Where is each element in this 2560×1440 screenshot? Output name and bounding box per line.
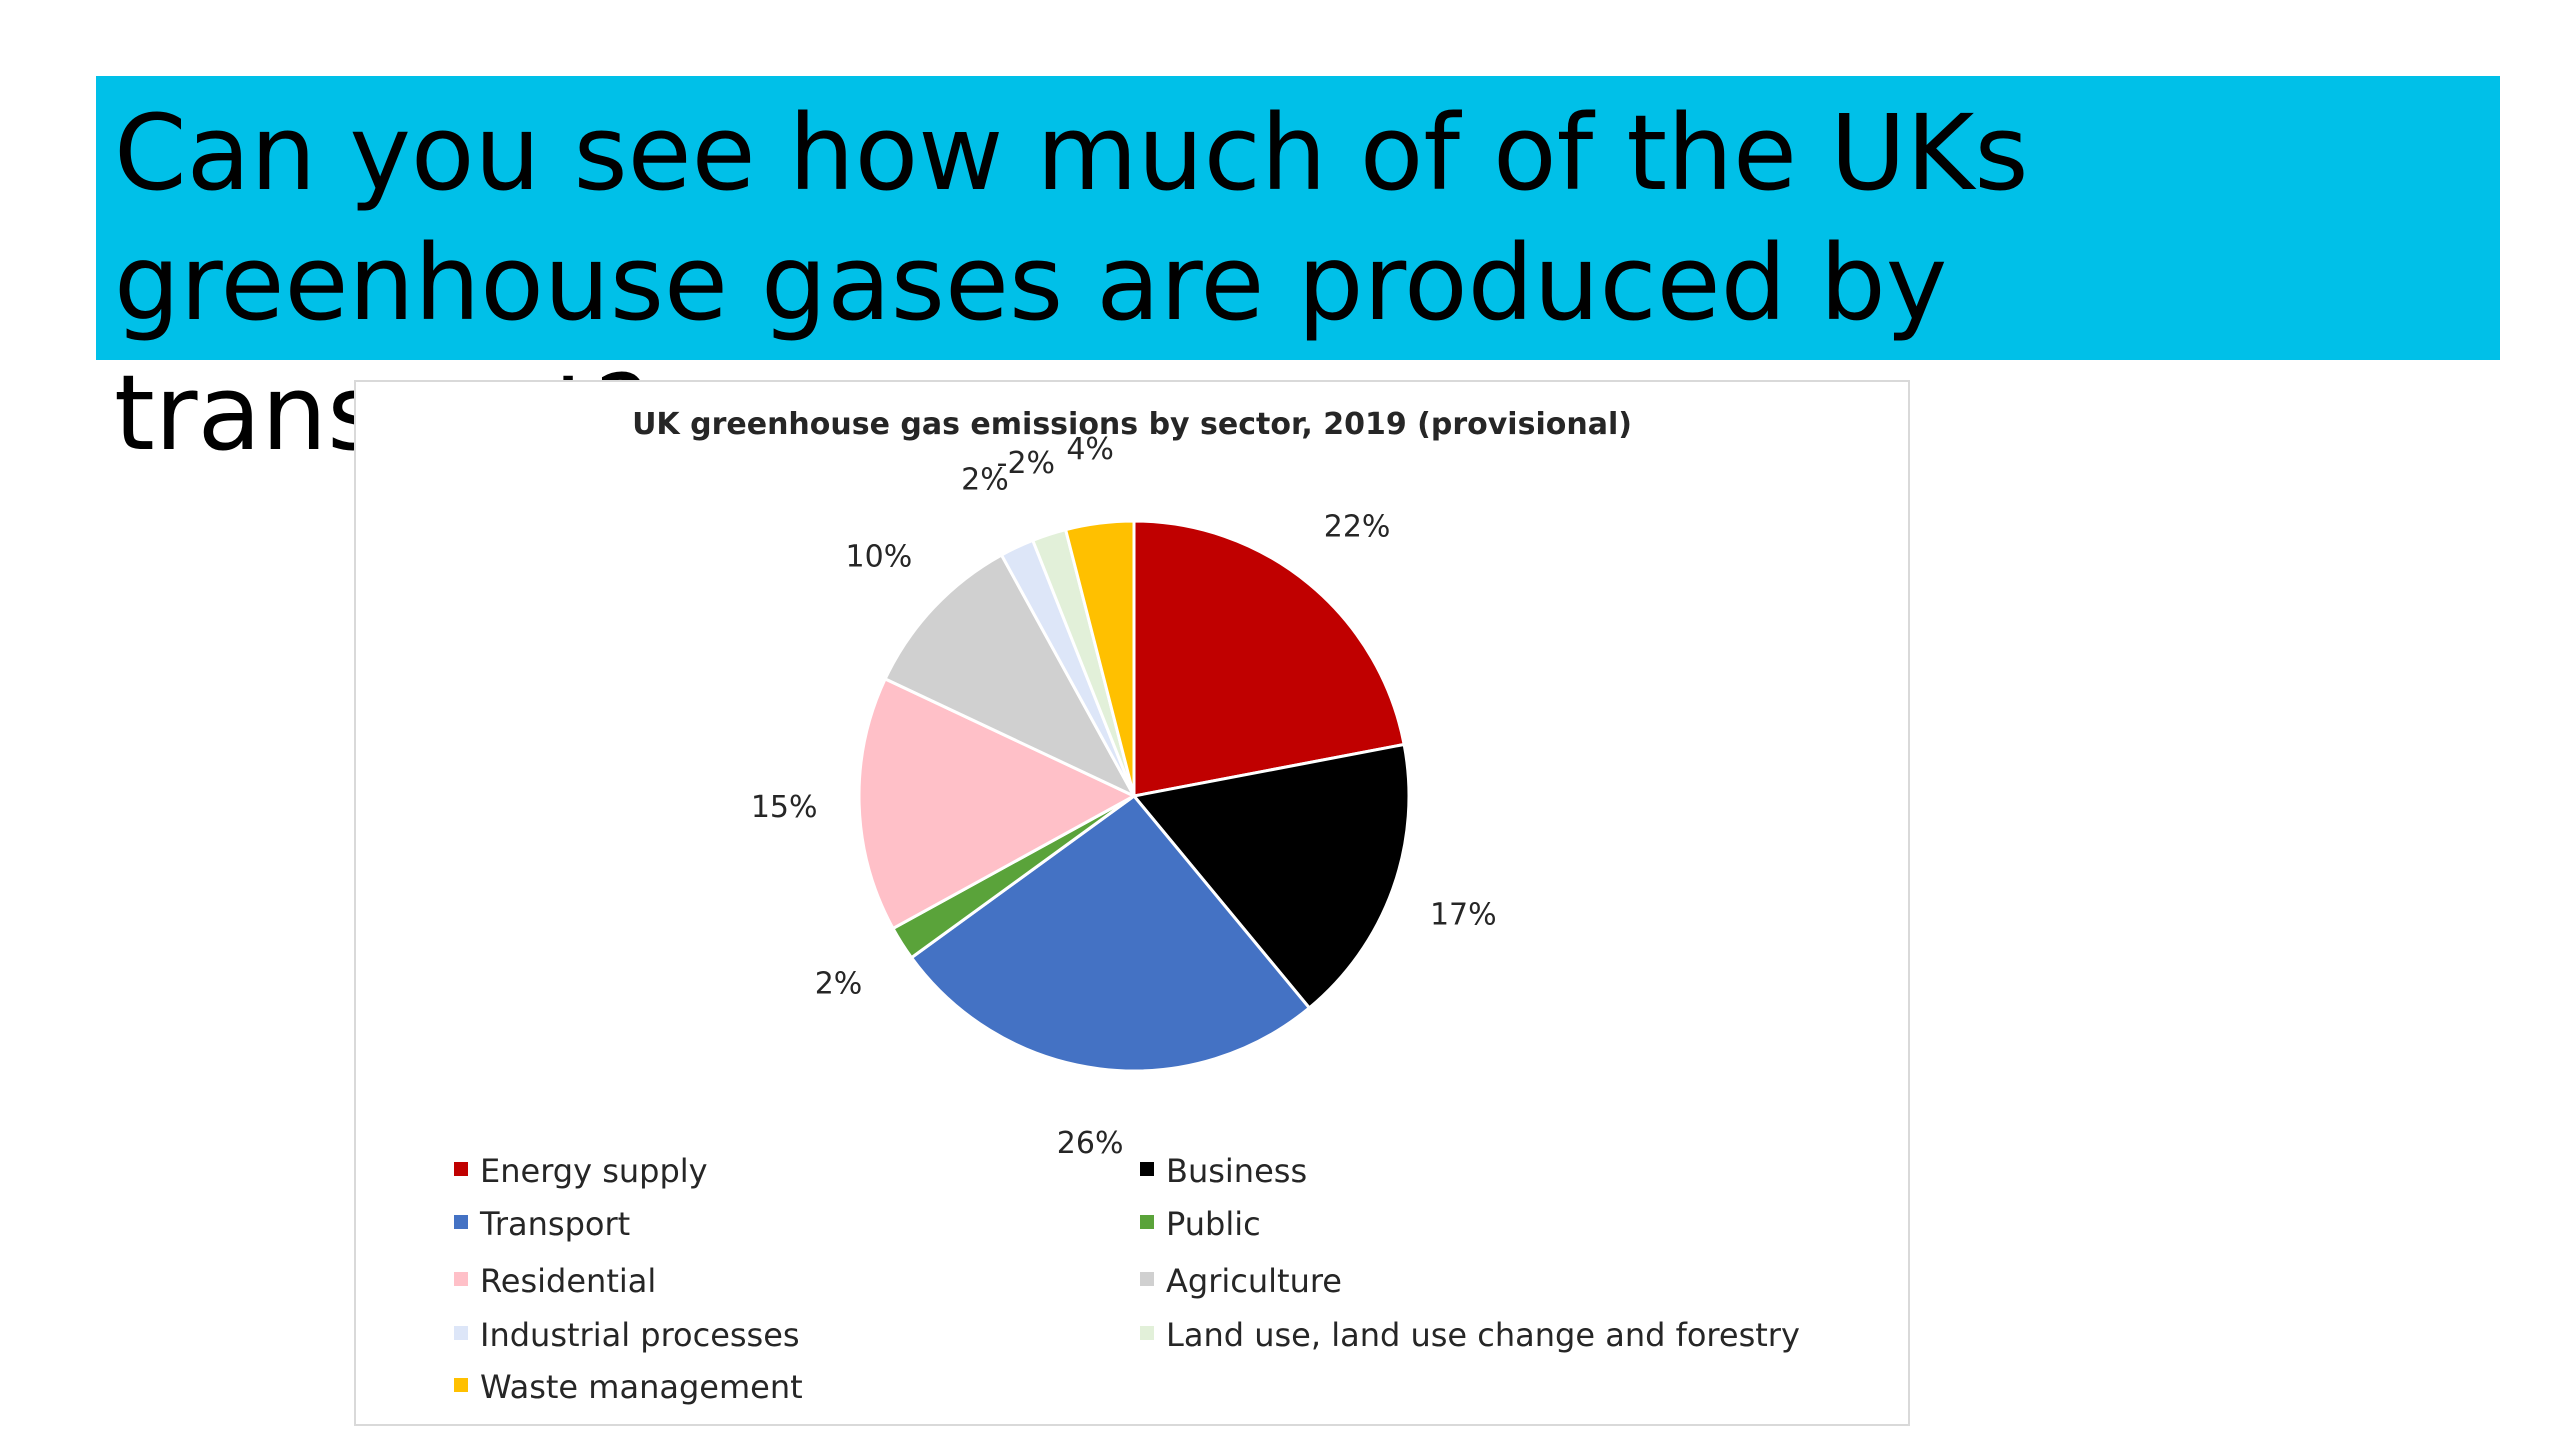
legend-swatch-agriculture [1140, 1272, 1154, 1286]
data-label-energy-supply: 22% [1324, 509, 1391, 544]
legend-swatch-waste-management [454, 1378, 468, 1392]
legend-label-waste-management: Waste management [480, 1368, 803, 1406]
legend-label-residential: Residential [480, 1262, 656, 1300]
legend-swatch-residential [454, 1272, 468, 1286]
pie-slice-business [1131, 742, 1411, 1011]
legend-label-land-use-land-use-change-and-forestry: Land use, land use change and forestry [1166, 1316, 1800, 1354]
data-label-residential: 15% [751, 790, 818, 825]
data-label-agriculture: 10% [846, 539, 913, 574]
legend-label-energy-supply: Energy supply [480, 1152, 708, 1190]
pie-chart: UK greenhouse gas emissions by sector, 2… [454, 407, 1800, 1406]
legend-label-transport: Transport [479, 1205, 630, 1243]
legend-swatch-energy-supply [454, 1162, 468, 1176]
data-label-industrial-processes: 2% [961, 462, 1009, 497]
title-banner: Can you see how much of of the UKs green… [96, 76, 2500, 474]
data-label-waste-management: 4% [1066, 432, 1114, 467]
pie-slice-residential [857, 676, 1138, 931]
data-label-business: 17% [1430, 898, 1497, 933]
pie-slice-waste-management [1063, 519, 1136, 797]
slide-title: Can you see how much of of the UKs green… [114, 92, 2029, 474]
pie-slice-energy-supply [1132, 519, 1406, 798]
pie-slices [857, 519, 1411, 1073]
chart-title: UK greenhouse gas emissions by sector, 2… [632, 407, 1632, 442]
legend-swatch-land-use-land-use-change-and-forestry [1140, 1326, 1154, 1340]
data-label-transport: 26% [1057, 1126, 1124, 1161]
legend-label-public: Public [1166, 1205, 1261, 1243]
data-labels: 22%17%26%2%15%10%2%-2% 4% [751, 432, 1497, 1161]
pie-slice-transport [909, 793, 1312, 1073]
chart-frame: UK greenhouse gas emissions by sector, 2… [354, 380, 1910, 1426]
legend-label-business: Business [1166, 1152, 1307, 1190]
data-label-public: 2% [815, 967, 863, 1002]
legend-swatch-transport [454, 1215, 468, 1229]
legend-swatch-public [1140, 1215, 1154, 1229]
data-label-land-use-land-use-change-and-forestry: -2% [997, 446, 1055, 481]
legend-swatch-business [1140, 1162, 1154, 1176]
legend-label-industrial-processes: Industrial processes [480, 1316, 800, 1354]
legend: Energy supply Business Transport Public Resi… [454, 1152, 1800, 1406]
pie-slice-agriculture [883, 552, 1138, 800]
legend-label-agriculture: Agriculture [1166, 1262, 1342, 1300]
legend-swatch-industrial-processes [454, 1326, 468, 1340]
